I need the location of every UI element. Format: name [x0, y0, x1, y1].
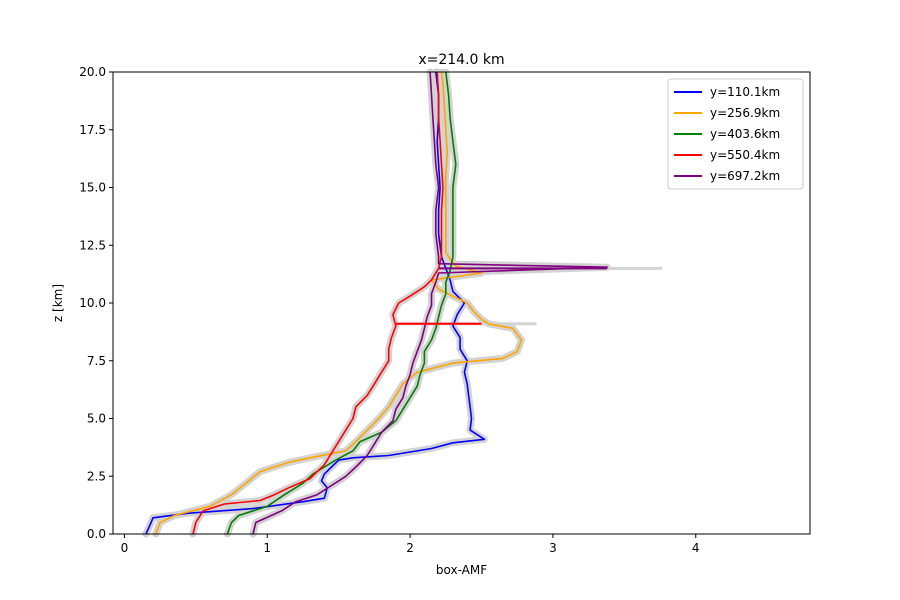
- series-line-4: [192, 71, 444, 535]
- x-tick-label: 2: [406, 541, 414, 555]
- y-tick-label: 0.0: [87, 527, 106, 541]
- y-axis-ticks: 0.0 2.5 5.0 7.5 10.0 12.5 15.0 17.5 20.0: [79, 65, 113, 541]
- legend-box: [667, 78, 804, 190]
- series-line-3: [226, 71, 457, 535]
- x-tick-label: 3: [549, 541, 557, 555]
- y-tick-label: 12.5: [79, 238, 106, 252]
- x-axis-title: box-AMF: [436, 563, 487, 577]
- legend-label: y=550.4km: [710, 148, 780, 162]
- y-tick-label: 5.0: [87, 412, 106, 426]
- x-tick-label: 0: [121, 541, 129, 555]
- series-lines: [145, 71, 608, 535]
- y-tick-label: 20.0: [79, 65, 106, 79]
- y-tick-label: 15.0: [79, 181, 106, 195]
- uncertainty-bands: [142, 68, 663, 538]
- chart-title: x=214.0 km: [418, 52, 504, 68]
- y-tick-label: 7.5: [87, 354, 106, 368]
- uncertainty-band-4: [189, 68, 447, 538]
- x-axis-ticks: 0 1 2 3 4: [121, 534, 700, 555]
- y-axis-title: z [km]: [51, 284, 65, 322]
- series-line-5: [252, 71, 608, 535]
- legend-label: y=256.9km: [710, 106, 780, 120]
- legend-label: y=403.6km: [710, 127, 780, 141]
- x-tick-label: 4: [692, 541, 700, 555]
- y-tick-label: 10.0: [79, 296, 106, 310]
- y-tick-label: 2.5: [87, 469, 106, 483]
- legend-label: y=110.1km: [710, 85, 780, 99]
- series-line-2: [155, 71, 523, 535]
- x-tick-label: 1: [263, 541, 271, 555]
- uncertainty-band-3: [223, 68, 460, 538]
- legend: y=110.1km y=256.9km y=403.6km y=550.4km y=69…: [667, 78, 804, 190]
- legend-label: y=697.2km: [710, 169, 780, 183]
- y-tick-label: 17.5: [79, 123, 106, 137]
- uncertainty-band-5: [249, 68, 611, 538]
- series-line-1: [145, 71, 486, 535]
